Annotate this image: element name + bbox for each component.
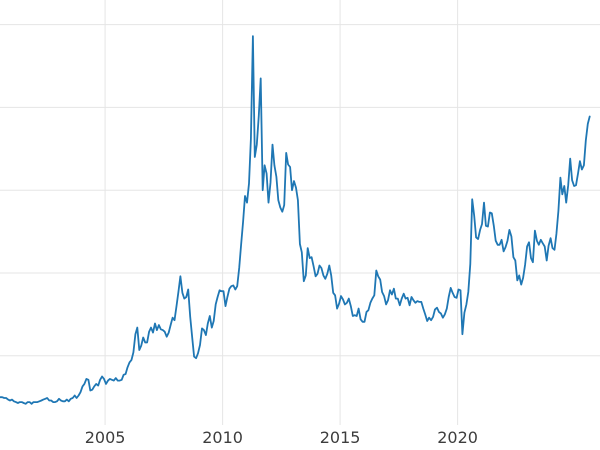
x-tick-label: 2010 <box>202 428 243 447</box>
x-tick-label: 2005 <box>85 428 126 447</box>
x-tick-label: 2015 <box>320 428 361 447</box>
price-line <box>0 35 591 405</box>
x-tick-label: 2020 <box>437 428 478 447</box>
